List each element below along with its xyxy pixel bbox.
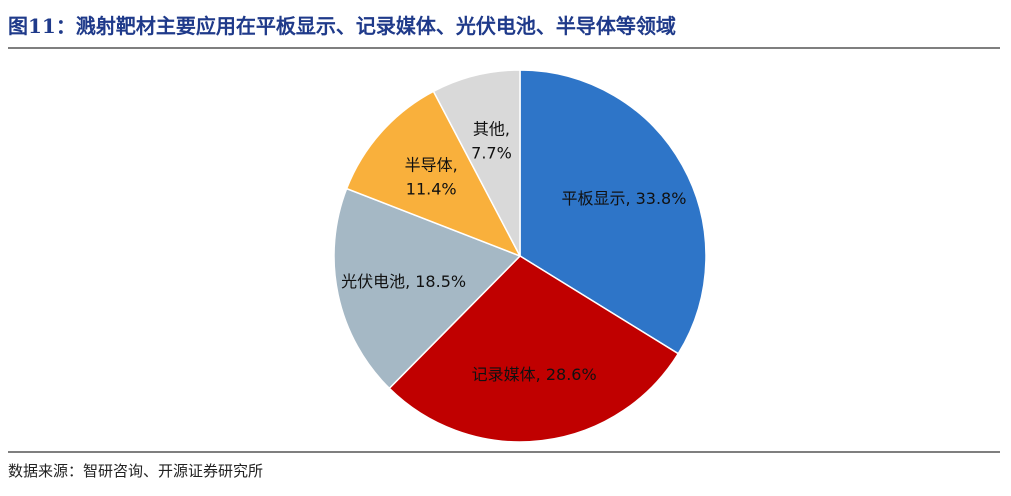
pie-slice [432, 69, 521, 257]
data-label: 记录媒体, 28.6% [472, 365, 597, 384]
pie-slice [345, 90, 522, 258]
data-label: 其他, 7.7% [471, 119, 512, 162]
pie: 平板显示, 33.8% 记录媒体, 28.6% 光伏电池, 18.5% 半导体, 11.… [333, 69, 707, 443]
source: 数据来源：智研咨询、开源证券研究所 [8, 462, 263, 480]
pie-slice [519, 69, 707, 355]
data-label: 光伏电池, 18.5% [341, 272, 466, 291]
pie-slice [388, 255, 680, 443]
data-label: 半导体, 11.4% [405, 156, 458, 199]
data-label: 平板显示, 33.8% [561, 189, 686, 208]
chart-title: 图11：溅射靶材主要应用在平板显示、记录媒体、光伏电池、半导体等领域 [8, 14, 676, 38]
